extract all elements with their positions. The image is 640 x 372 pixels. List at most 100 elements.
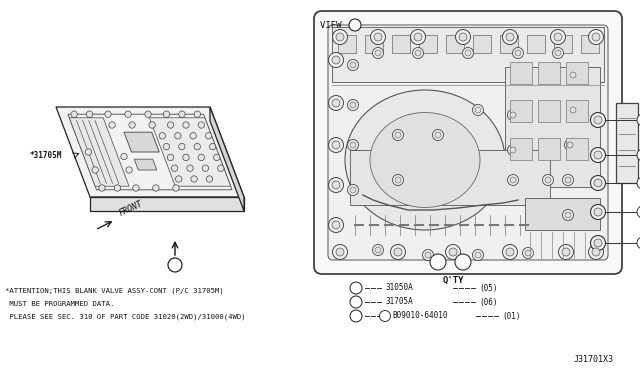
Circle shape [328, 177, 344, 192]
Circle shape [172, 165, 178, 171]
Circle shape [589, 29, 604, 45]
Circle shape [465, 50, 471, 56]
Circle shape [445, 244, 461, 260]
Circle shape [522, 247, 534, 259]
Polygon shape [56, 107, 244, 197]
Circle shape [637, 206, 640, 218]
Circle shape [552, 48, 563, 58]
Circle shape [168, 122, 174, 128]
Bar [365, 35, 383, 53]
Polygon shape [124, 132, 159, 152]
Text: J31701X3: J31701X3 [574, 356, 614, 365]
Circle shape [179, 111, 185, 118]
Circle shape [190, 132, 196, 139]
Circle shape [567, 142, 573, 148]
Circle shape [394, 248, 402, 256]
Bar [566, 138, 588, 160]
Circle shape [390, 244, 406, 260]
Bar [525, 198, 600, 230]
Ellipse shape [345, 90, 505, 230]
Circle shape [348, 99, 358, 110]
Circle shape [589, 244, 604, 260]
Circle shape [153, 185, 159, 191]
Circle shape [525, 250, 531, 256]
Circle shape [132, 185, 139, 191]
Circle shape [349, 19, 361, 31]
Circle shape [194, 111, 200, 118]
Bar [332, 27, 604, 82]
Bar [510, 138, 532, 160]
Polygon shape [69, 118, 129, 186]
Polygon shape [134, 159, 157, 170]
Bar [581, 35, 599, 53]
Bar [566, 62, 588, 84]
Circle shape [163, 111, 170, 118]
Circle shape [206, 176, 212, 182]
Text: c: c [461, 257, 465, 266]
Circle shape [570, 72, 576, 78]
Text: (01): (01) [502, 311, 520, 321]
Circle shape [333, 29, 348, 45]
Circle shape [550, 29, 566, 45]
Circle shape [348, 60, 358, 71]
Text: A: A [353, 22, 357, 28]
Polygon shape [90, 197, 244, 211]
Text: VIEW: VIEW [320, 20, 347, 29]
Circle shape [214, 154, 220, 161]
Bar [510, 100, 532, 122]
Circle shape [459, 33, 467, 41]
Circle shape [414, 33, 422, 41]
Circle shape [332, 56, 340, 64]
Circle shape [425, 252, 431, 258]
Circle shape [218, 165, 224, 171]
Circle shape [455, 254, 471, 270]
Circle shape [125, 111, 131, 118]
Circle shape [350, 187, 356, 193]
Circle shape [395, 177, 401, 183]
Circle shape [637, 114, 640, 126]
Circle shape [472, 250, 483, 260]
Circle shape [380, 311, 390, 321]
Circle shape [506, 33, 514, 41]
Circle shape [594, 239, 602, 247]
Circle shape [508, 174, 518, 186]
Circle shape [145, 111, 151, 118]
Circle shape [173, 185, 179, 191]
Circle shape [554, 33, 562, 41]
Bar [616, 103, 638, 183]
Circle shape [121, 153, 127, 160]
Circle shape [395, 132, 401, 138]
Circle shape [175, 176, 182, 182]
Circle shape [545, 177, 551, 183]
Circle shape [475, 252, 481, 258]
Circle shape [371, 29, 385, 45]
Bar [527, 35, 545, 53]
Circle shape [456, 29, 470, 45]
Circle shape [350, 310, 362, 322]
Circle shape [508, 109, 518, 121]
Circle shape [105, 111, 111, 118]
Circle shape [372, 244, 383, 256]
Circle shape [336, 33, 344, 41]
Circle shape [328, 138, 344, 153]
Bar [350, 150, 550, 205]
Circle shape [594, 208, 602, 216]
Circle shape [559, 244, 573, 260]
Circle shape [198, 154, 205, 161]
Circle shape [175, 132, 181, 139]
Bar [538, 100, 560, 122]
Circle shape [163, 143, 170, 150]
Circle shape [568, 70, 579, 80]
Circle shape [129, 122, 135, 128]
Text: A: A [173, 260, 177, 269]
Text: c: c [354, 313, 358, 319]
Circle shape [508, 144, 518, 155]
Circle shape [336, 248, 344, 256]
Circle shape [109, 122, 115, 128]
Circle shape [562, 248, 570, 256]
Bar [446, 35, 464, 53]
Circle shape [191, 176, 197, 182]
Circle shape [328, 96, 344, 110]
Circle shape [71, 111, 77, 118]
Text: MUST BE PROGRAMMED DATA.: MUST BE PROGRAMMED DATA. [5, 301, 115, 307]
